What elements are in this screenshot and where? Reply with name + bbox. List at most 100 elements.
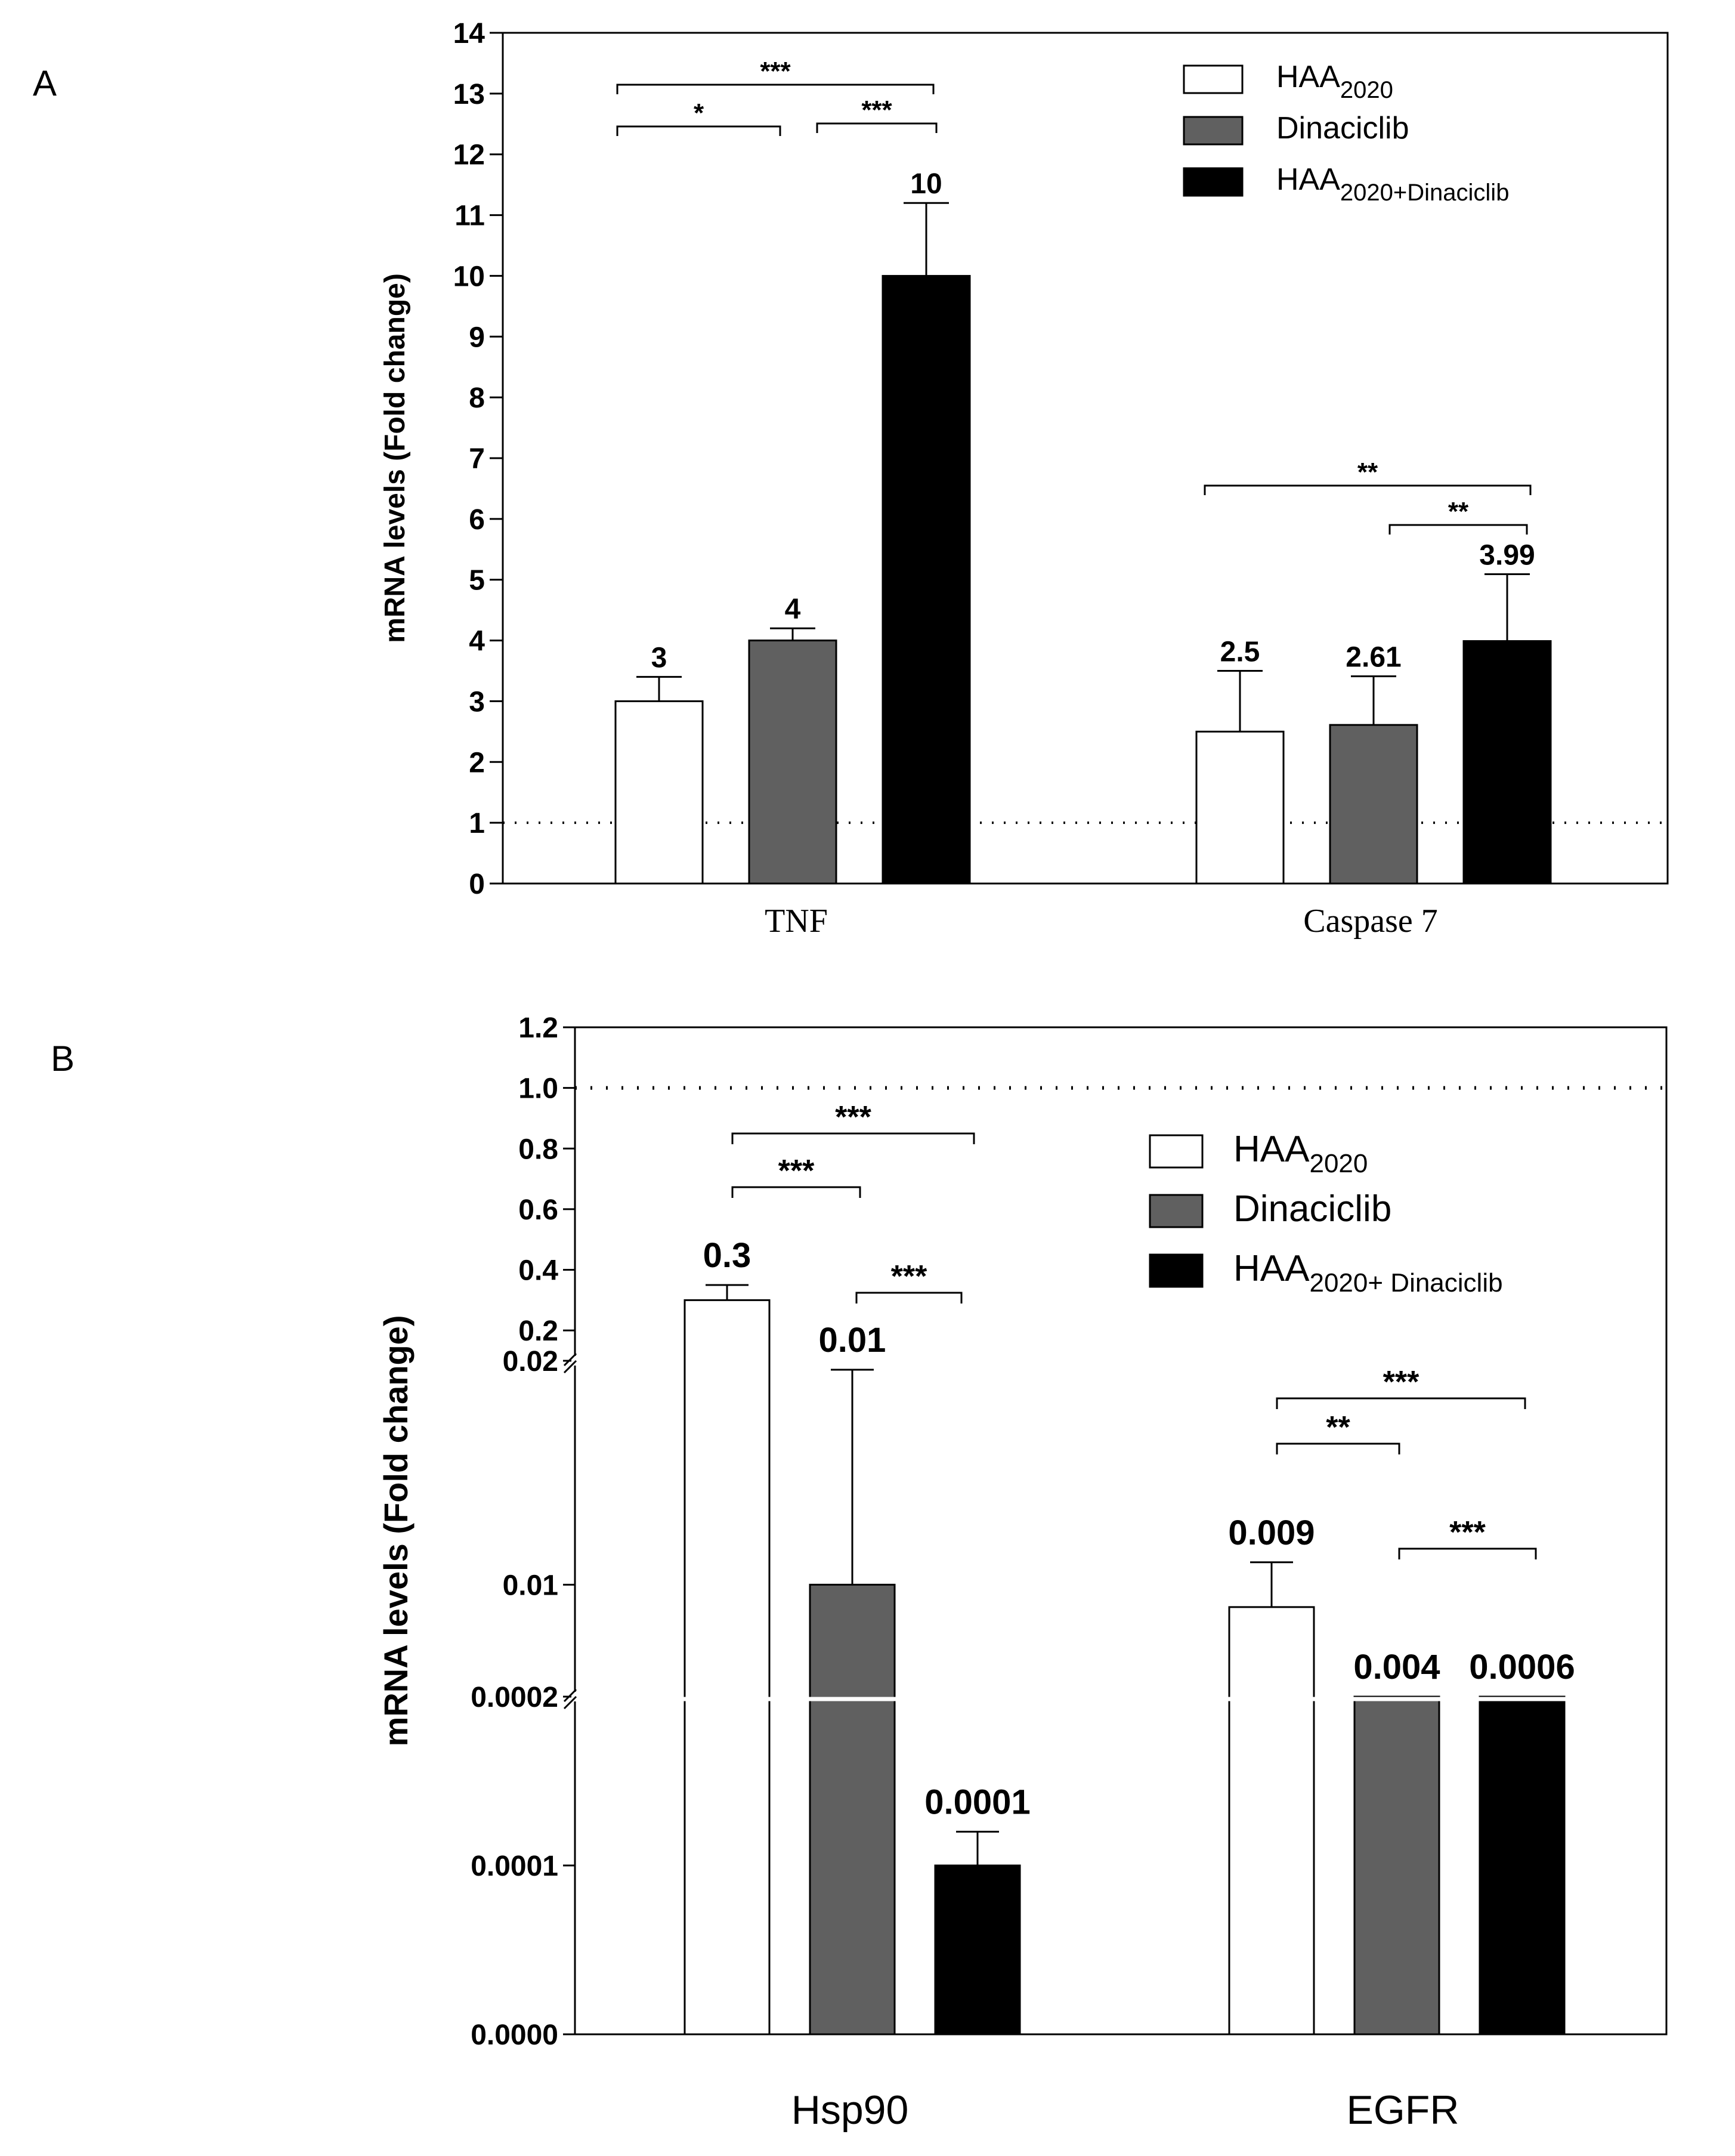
legend-label: HAA2020 [1233,1129,1368,1178]
chart-b: 0.0000 0.0001 0.0002 0.01 0.020.2 0.4 0.6 0.8 1.… [377,1012,1668,2133]
y-tick-label: 10 [453,261,485,292]
data-label: 0.0001 [924,1783,1030,1821]
significance-label: *** [835,1100,871,1135]
significance-bracket [1398,1547,1537,1559]
y-tick-label: 0.4 [518,1255,558,1287]
y-tick-label: 0.8 [518,1133,558,1165]
y-tick-label: 1.0 [518,1073,558,1105]
data-label: 0.009 [1228,1513,1315,1552]
y-tick-label: 0.01 [503,1570,558,1601]
legend-swatch [1149,1253,1204,1288]
y-tick-label: 11 [454,200,485,232]
y-tick-label: 3 [469,686,485,718]
bar [1329,724,1418,885]
data-label: 2.61 [1346,642,1401,674]
significance-label: *** [778,1154,815,1188]
data-label: 0.3 [703,1236,751,1275]
bar [882,274,971,885]
significance-bracket [1388,524,1528,535]
significance-bracket [616,84,935,94]
legend-label: Dinaciclib [1233,1188,1391,1230]
data-label: 0.01 [819,1321,886,1360]
axis-break-mark [563,1695,577,1710]
y-axis-label: mRNA levels (Fold change) [379,273,411,643]
legend-swatch [1149,1134,1204,1169]
panel-a-letter: A [33,63,57,103]
bar [1228,1606,1315,2035]
y-tick-label: 0.6 [518,1194,558,1226]
y-tick-label: 4 [469,626,485,657]
y-tick-label: 2 [469,747,485,779]
bar [1353,1695,1440,2035]
bar [809,1583,896,2035]
x-category-label: TNF [765,903,828,940]
significance-label: *** [1449,1515,1486,1550]
y-axis-label: mRNA levels (Fold change) [377,1315,415,1747]
y-tick-label: 0.2 [518,1315,558,1347]
y-tick-label: 6 [469,504,485,536]
data-label: 0.0006 [1469,1648,1575,1687]
legend-swatch [1149,1194,1204,1228]
significance-bracket [1204,484,1532,495]
bar [684,1299,771,2035]
data-label: 3 [651,643,667,674]
significance-label: *** [891,1259,927,1294]
y-tick-label: 0.0001 [471,1851,558,1882]
significance-bracket [855,1292,963,1304]
y-tick-label: 12 [453,140,485,171]
x-category-label: EGFR [1347,2087,1459,2133]
significance-label: * [694,98,704,128]
data-label: 0.004 [1353,1648,1440,1687]
significance-label: *** [760,57,791,86]
plot-frame [574,1026,1668,2035]
legend-label: Dinaciclib [1276,111,1409,146]
significance-label: ** [1326,1410,1350,1445]
y-tick-label: 14 [453,18,485,50]
y-tick-label: 1.2 [518,1012,558,1044]
bar [1462,640,1552,885]
bar [1479,1695,1566,2035]
y-tick-label: 0 [469,869,485,900]
bar [934,1864,1021,2035]
y-tick-label: 7 [469,443,485,475]
legend-swatch [1183,167,1244,197]
y-tick-label: 0.0002 [471,1682,558,1713]
legend-label: HAA2020+ Dinaciclib [1233,1248,1503,1298]
y-tick-label: 5 [469,565,485,597]
x-category-label: Caspase 7 [1303,903,1438,940]
bar [1195,730,1285,885]
legend-label: HAA2020+Dinaciclib [1276,162,1509,206]
legend-swatch [1183,64,1244,94]
axis-break-mark [563,1352,577,1367]
significance-bracket [816,122,938,133]
significance-bracket [1276,1443,1400,1454]
x-category-label: Hsp90 [791,2087,909,2133]
y-tick-label: 13 [453,79,485,110]
significance-bracket [731,1132,975,1144]
significance-label: ** [1357,458,1378,487]
significance-label: ** [1448,497,1469,526]
panel-b-letter: B [51,1039,75,1079]
axis-break-mark [563,1360,577,1374]
y-tick-label: 0.02 [503,1346,558,1377]
legend-swatch [1183,116,1244,146]
data-label: 4 [785,594,801,625]
bar [614,700,704,885]
significance-label: *** [1383,1365,1419,1400]
bar [748,640,837,885]
data-label: 2.5 [1220,637,1260,668]
y-tick-label: 0.0000 [471,2019,558,2051]
significance-bracket [616,125,781,136]
legend-label: HAA2020 [1276,60,1393,103]
significance-label: *** [861,95,892,125]
axis-break-mark [563,1688,577,1703]
significance-bracket [1276,1397,1526,1409]
data-label: 10 [910,168,942,200]
data-label: 3.99 [1479,540,1535,572]
y-tick-label: 9 [469,322,485,353]
y-tick-label: 8 [469,382,485,414]
y-tick-label: 1 [469,808,485,839]
significance-bracket [731,1186,861,1198]
